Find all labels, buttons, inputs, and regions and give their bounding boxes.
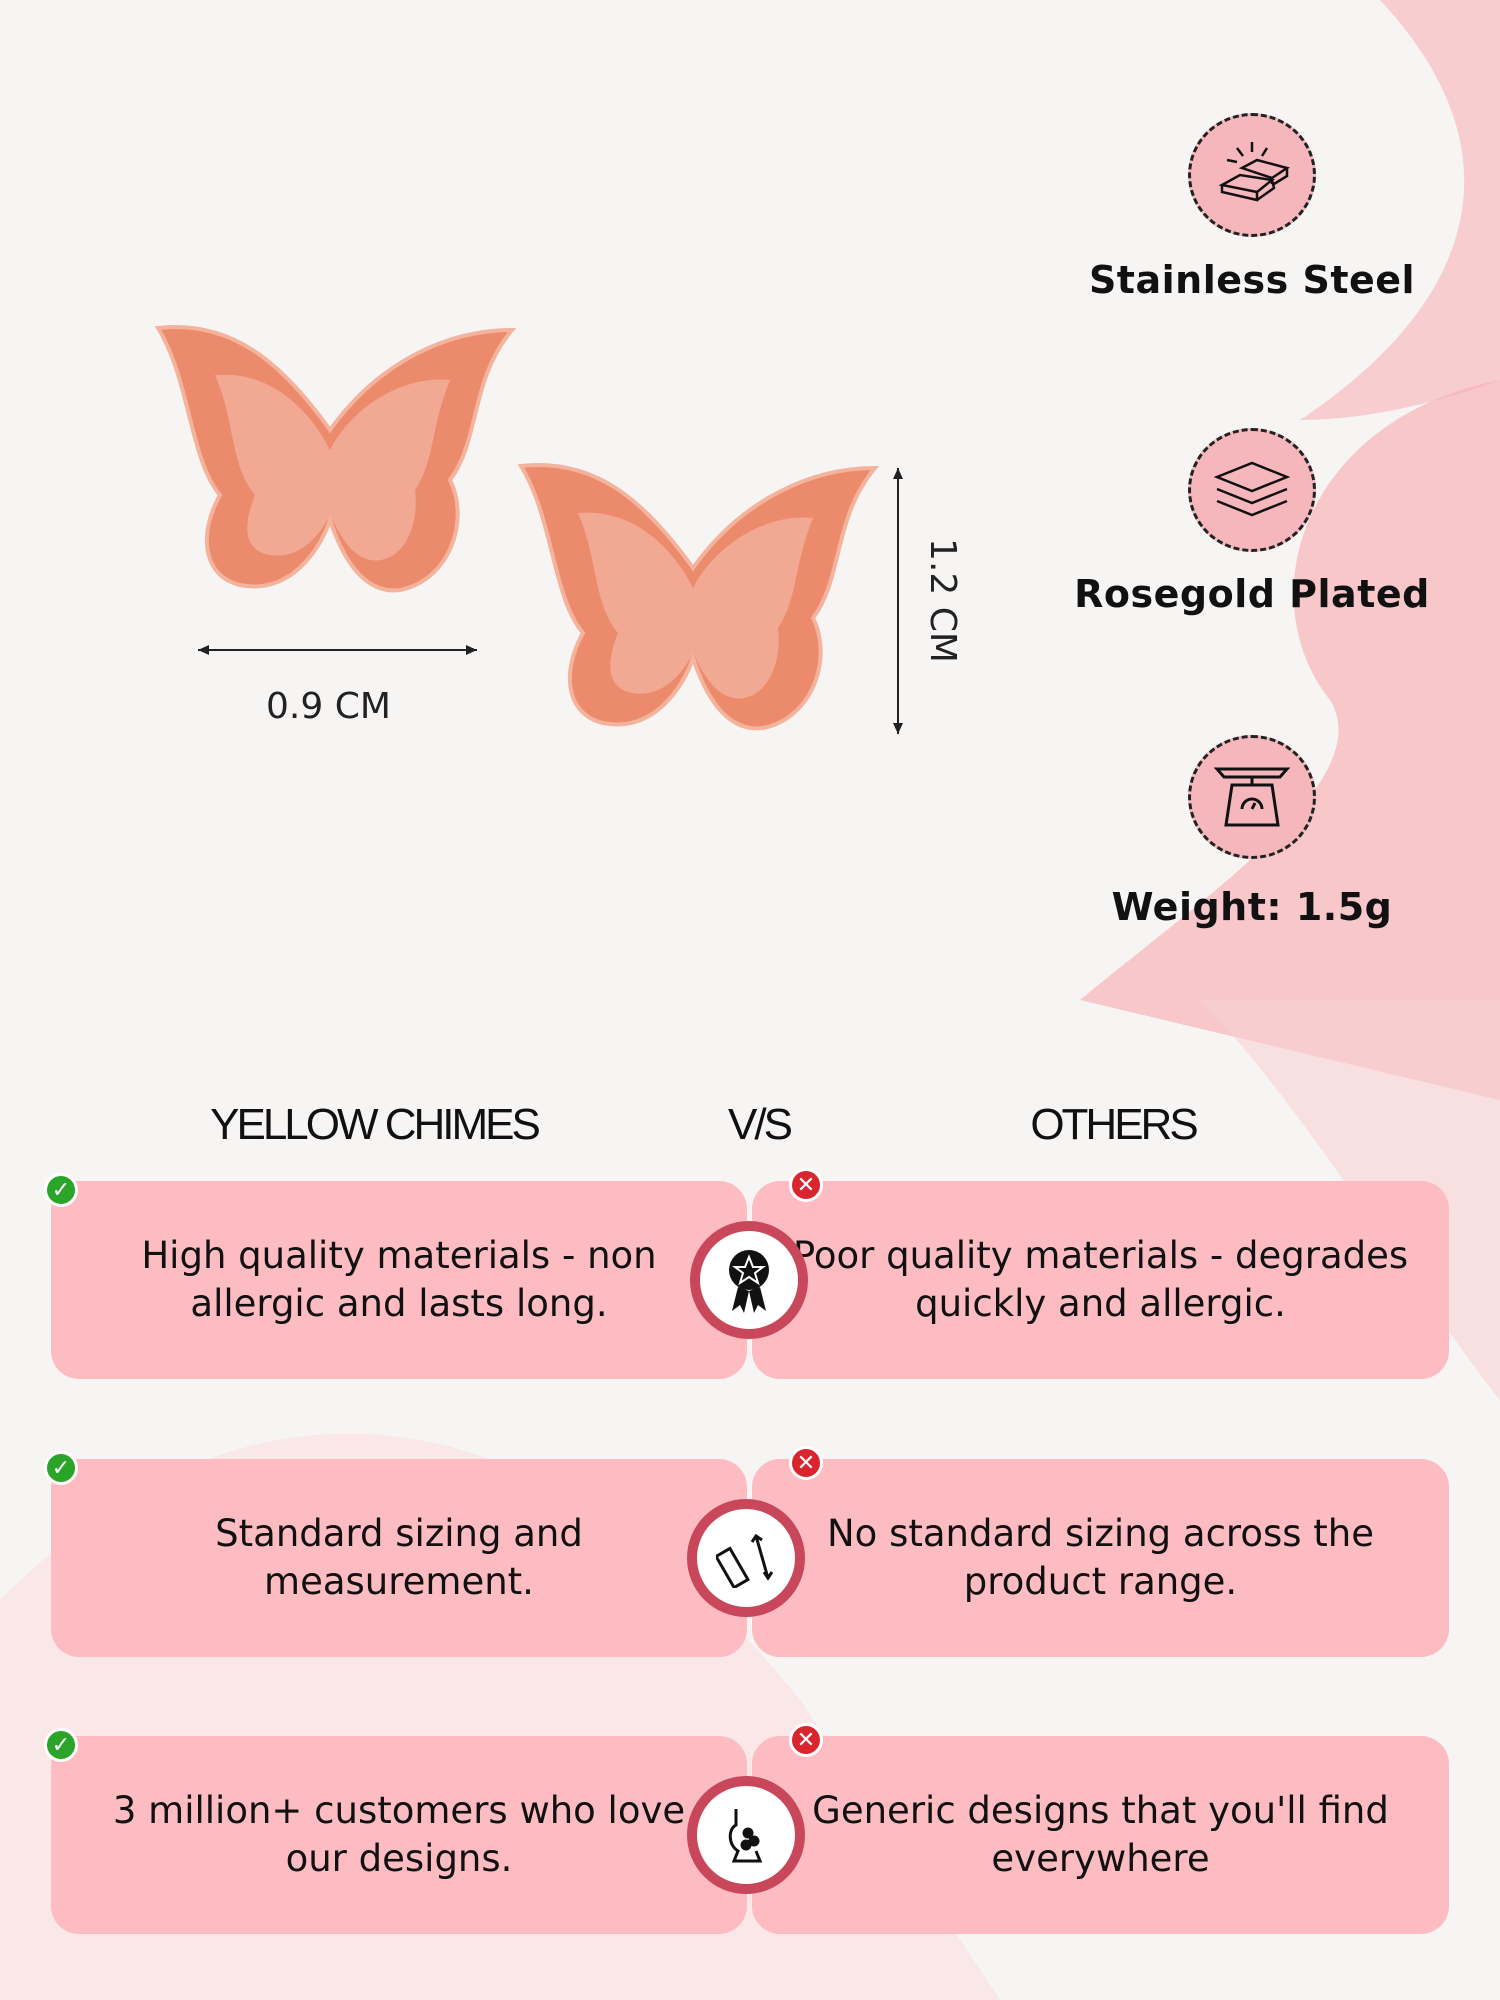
feature-label: Rosegold Plated [1074, 572, 1430, 616]
width-arrow [198, 645, 477, 655]
feature-label: Stainless Steel [1088, 258, 1416, 302]
check-icon: ✓ [44, 1728, 78, 1762]
award-ribbon-icon [690, 1221, 808, 1339]
height-arrow [893, 468, 903, 734]
width-label: 0.9 CM [266, 686, 391, 727]
ours-row-3: 3 million+ customers who love our design… [51, 1736, 747, 1934]
feature-icon-weight [1188, 735, 1316, 859]
check-icon: ✓ [44, 1451, 78, 1485]
gold-bars-icon [1218, 142, 1290, 202]
jewelry-bust-icon [687, 1776, 805, 1894]
cross-icon: ✕ [789, 1723, 823, 1757]
ruler-icon [687, 1499, 805, 1617]
ours-row-2: Standard sizing and measurement. [51, 1459, 747, 1657]
others-row-1: Poor quality materials - degrades quickl… [752, 1181, 1449, 1379]
butterfly-earring-left [154, 325, 517, 593]
feature-label: Weight: 1.5g [1111, 885, 1393, 929]
header-vs: V/S [728, 1100, 793, 1149]
others-row-2: No standard sizing across the product ra… [752, 1459, 1449, 1657]
header-others: OTHERS [1030, 1100, 1198, 1149]
butterfly-earring-right [517, 463, 880, 731]
ours-row-1: High quality materials - non allergic an… [51, 1181, 747, 1379]
header-yellow-chimes: YELLOW CHIMES [210, 1100, 541, 1149]
cross-icon: ✕ [789, 1168, 823, 1202]
others-row-3: Generic designs that you'll find everywh… [752, 1736, 1449, 1934]
feature-icon-rosegold-plated [1188, 428, 1316, 552]
feature-icon-stainless-steel [1188, 113, 1316, 237]
height-label: 1.2 CM [921, 538, 963, 663]
check-icon: ✓ [44, 1173, 78, 1207]
cross-icon: ✕ [789, 1446, 823, 1480]
scale-icon [1213, 767, 1291, 827]
layers-icon [1213, 461, 1291, 517]
